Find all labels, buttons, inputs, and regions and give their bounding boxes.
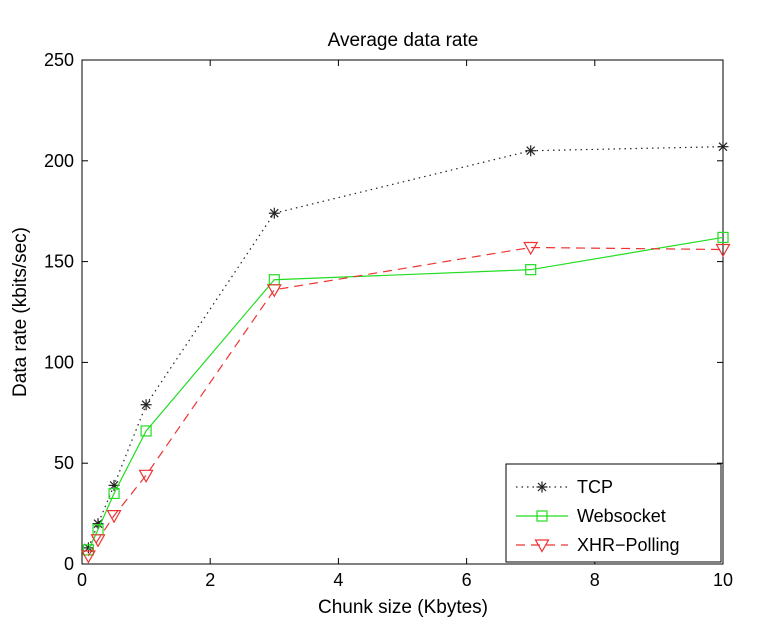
- y-tick-label: 200: [44, 151, 74, 171]
- x-tick-label: 8: [590, 570, 600, 590]
- legend-marker: [536, 481, 548, 493]
- data-point: [715, 243, 731, 258]
- series-layer: [80, 141, 731, 564]
- data-point: [523, 241, 539, 256]
- y-tick-label: 0: [64, 554, 74, 574]
- data-point: [717, 141, 729, 153]
- data-point: [140, 425, 152, 437]
- x-tick-label: 4: [333, 570, 343, 590]
- legend-label: TCP: [577, 477, 613, 497]
- data-point: [92, 518, 104, 530]
- x-tick-label: 6: [462, 570, 472, 590]
- y-axis: 0 50 100 150 200 250: [44, 50, 723, 574]
- x-axis: 0 2 4 6 8 10: [77, 60, 733, 590]
- data-point: [80, 550, 96, 564]
- x-tick-label: 0: [77, 570, 87, 590]
- y-tick-label: 250: [44, 50, 74, 70]
- data-point: [108, 487, 120, 500]
- data-point: [717, 231, 729, 244]
- legend-label: XHR−Polling: [577, 535, 680, 555]
- legend: TCP Websocket XHR−Polling: [505, 463, 722, 563]
- y-tick-label: 50: [54, 453, 74, 473]
- data-point: [525, 264, 537, 276]
- series-line-1: [87, 236, 724, 551]
- x-tick-label: 10: [713, 570, 733, 590]
- data-point: [525, 145, 537, 157]
- data-point: [266, 284, 282, 298]
- data-point: [90, 534, 106, 548]
- data-point: [268, 207, 280, 219]
- x-axis-label: Chunk size (Kbytes): [318, 597, 488, 618]
- y-tick-label: 150: [44, 252, 74, 272]
- data-point: [140, 399, 152, 411]
- y-tick-label: 100: [44, 352, 74, 372]
- data-point: [106, 510, 122, 524]
- chart-title: Average data rate: [328, 30, 479, 51]
- legend-marker: [536, 510, 548, 522]
- legend-label: Websocket: [577, 506, 666, 526]
- data-point: [138, 469, 154, 484]
- x-tick-label: 2: [205, 570, 215, 590]
- legend-marker: [534, 539, 550, 553]
- series-line-2: [87, 246, 724, 557]
- data-point: [82, 542, 94, 554]
- y-axis-label: Data rate (kbits/sec): [10, 227, 31, 397]
- legend-box: [505, 463, 722, 563]
